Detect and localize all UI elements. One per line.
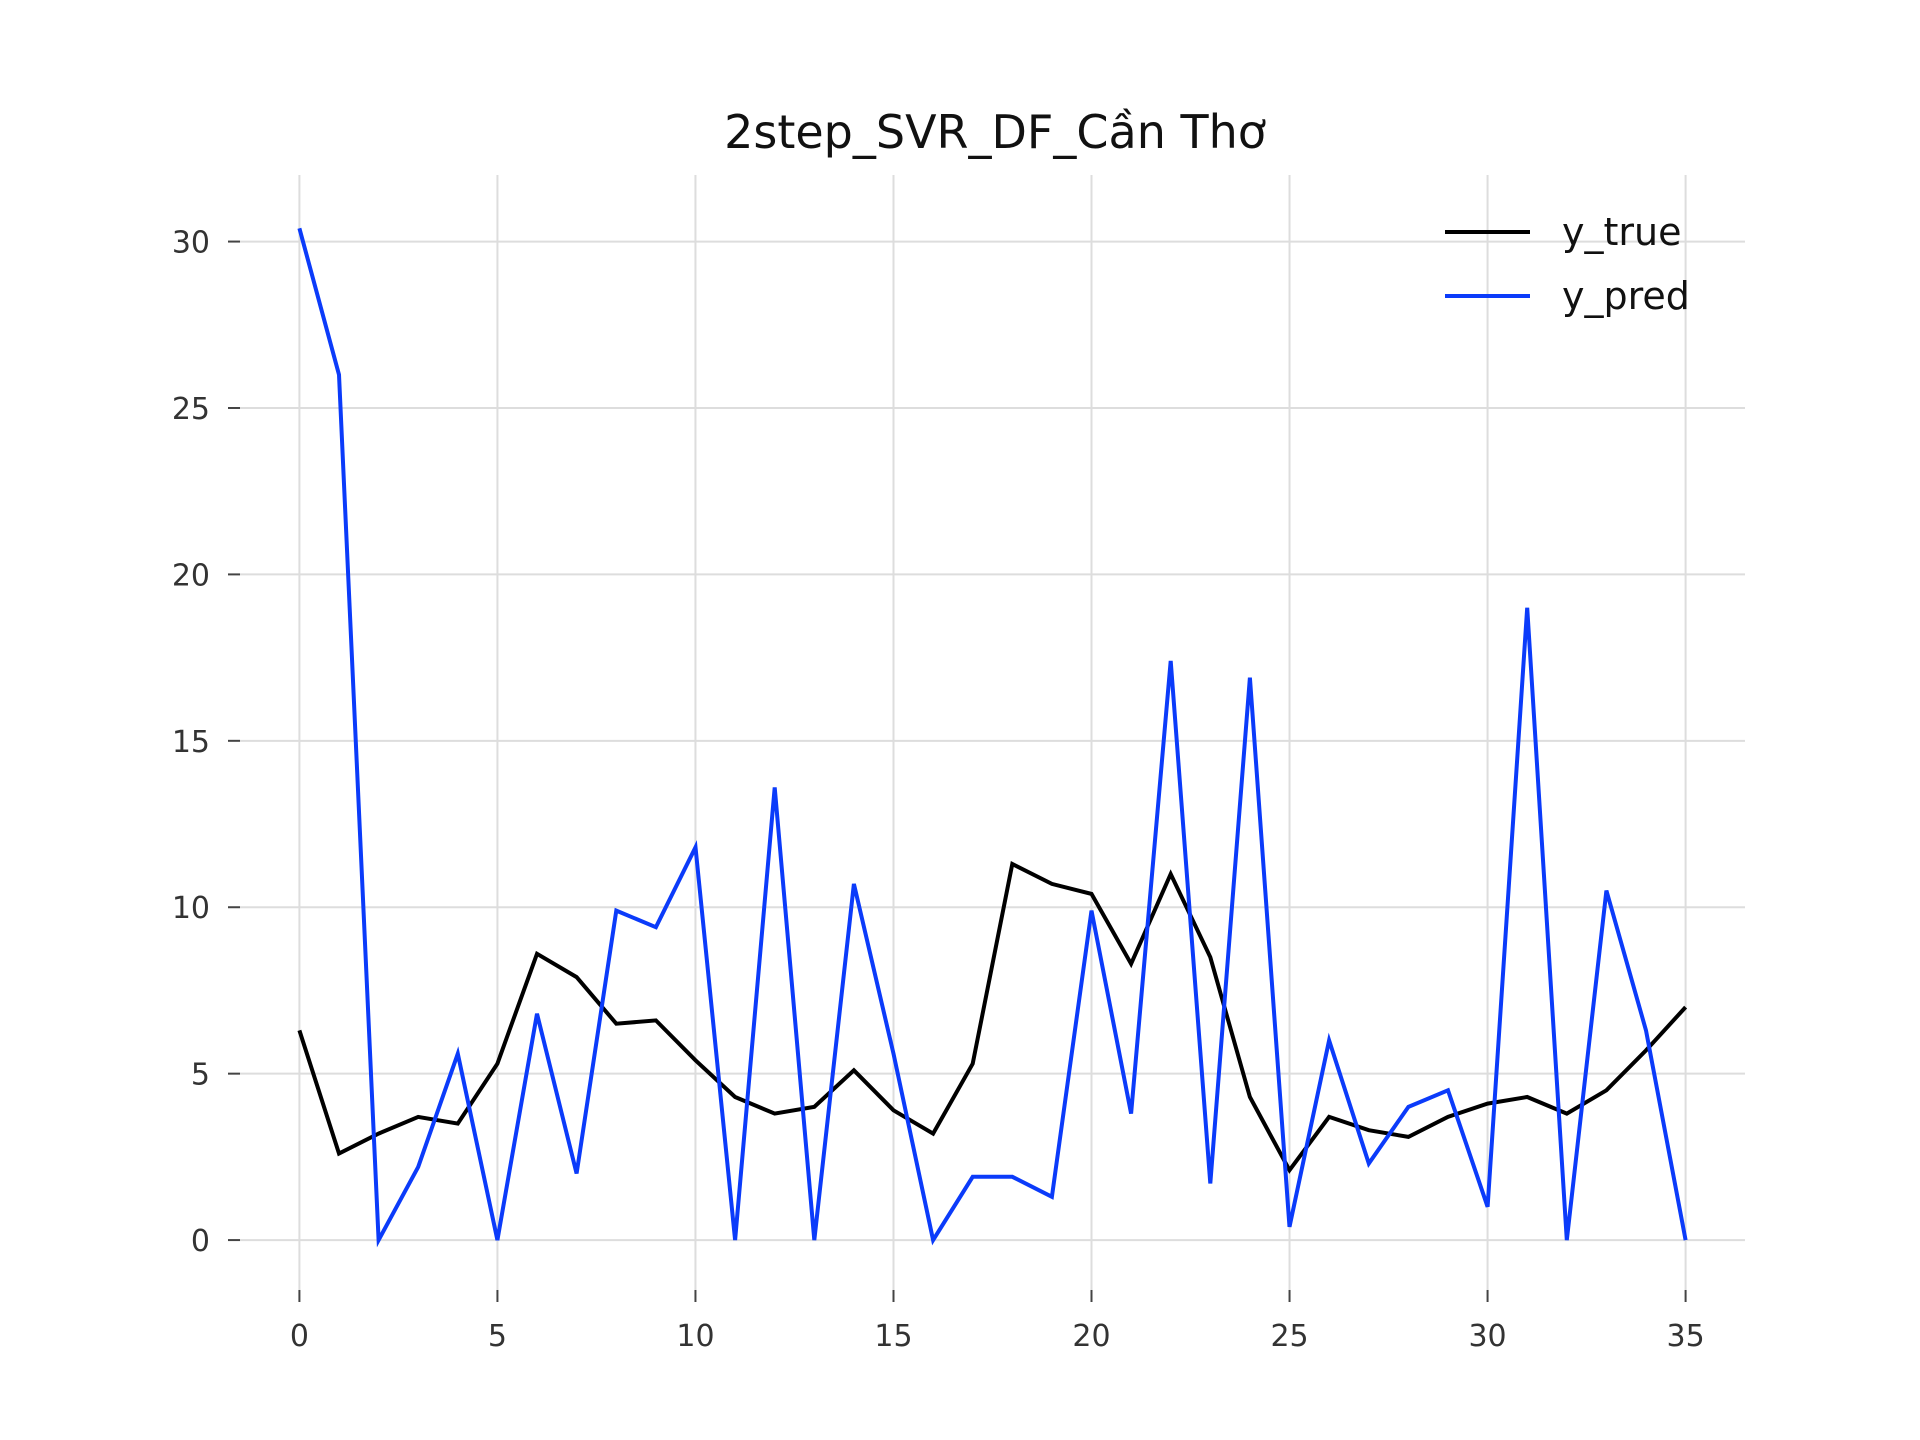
chart-title: 2step_SVR_DF_Cần Thơ bbox=[724, 105, 1266, 159]
y-tick-label: 30 bbox=[172, 226, 210, 261]
x-tick-label: 0 bbox=[290, 1319, 309, 1354]
series-line-y-pred bbox=[297, 227, 1688, 1248]
x-axis: 0 5 10 15 20 25 30 35 bbox=[290, 1290, 1705, 1354]
y-axis: 0 5 10 15 20 25 30 bbox=[172, 226, 240, 1259]
y-tick-label: 25 bbox=[172, 392, 210, 427]
y-tick-label: 5 bbox=[191, 1058, 210, 1093]
legend-label-y-pred: y_pred bbox=[1562, 274, 1690, 318]
y-tick-label: 20 bbox=[172, 558, 210, 593]
x-tick-label: 5 bbox=[488, 1319, 507, 1354]
x-tick-label: 35 bbox=[1666, 1319, 1704, 1354]
x-tick-label: 15 bbox=[874, 1319, 912, 1354]
series-line-y-true bbox=[297, 861, 1688, 1174]
x-tick-label: 10 bbox=[676, 1319, 714, 1354]
x-tick-label: 25 bbox=[1270, 1319, 1308, 1354]
legend-label-y-true: y_true bbox=[1562, 210, 1681, 254]
y-tick-label: 10 bbox=[172, 891, 210, 926]
x-tick-label: 30 bbox=[1468, 1319, 1506, 1354]
x-tick-label: 20 bbox=[1072, 1319, 1110, 1354]
y-tick-label: 0 bbox=[191, 1224, 210, 1259]
y-tick-label: 15 bbox=[172, 725, 210, 760]
legend: y_true y_pred bbox=[1445, 210, 1690, 318]
series-group bbox=[297, 227, 1688, 1248]
